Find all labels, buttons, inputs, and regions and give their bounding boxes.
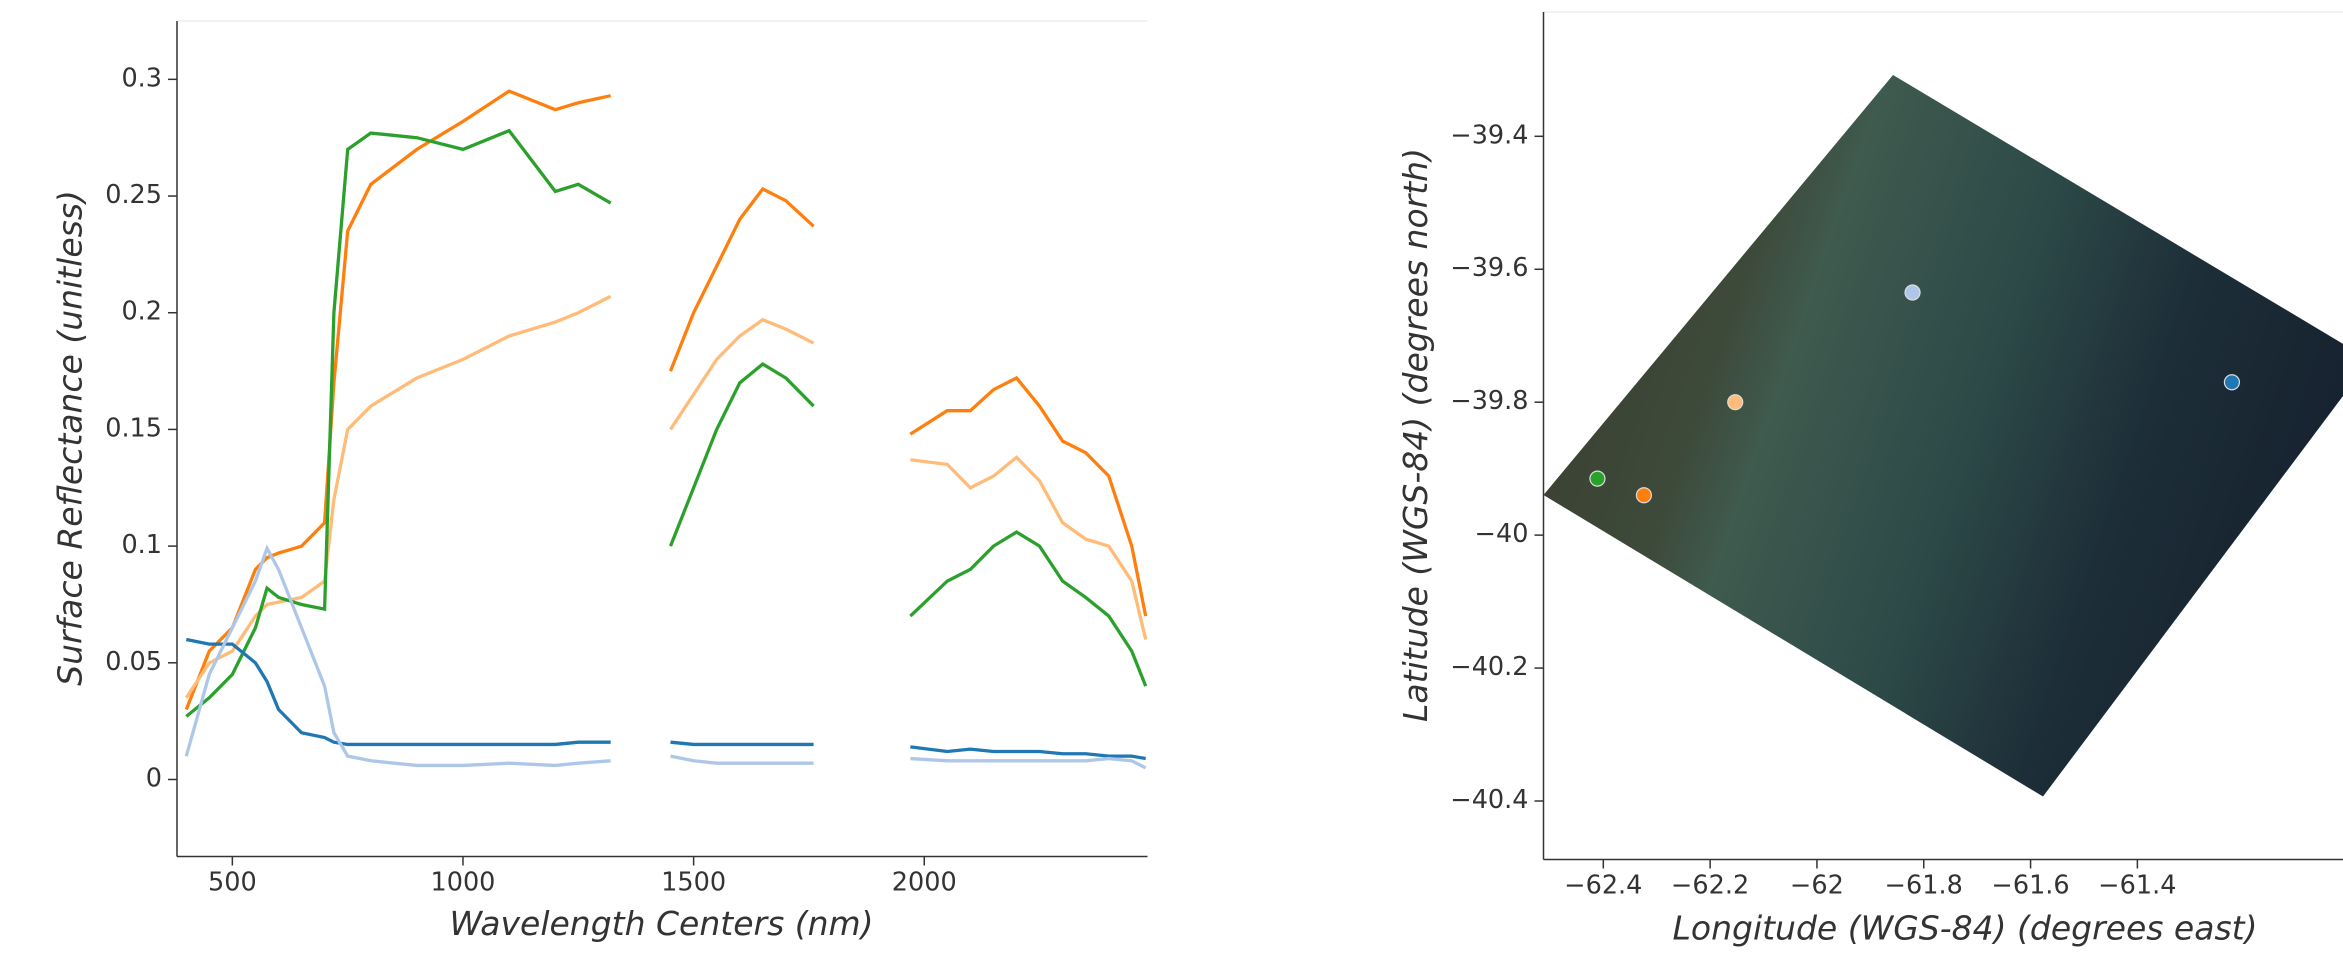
y-tick-label: −39.6 [1450, 253, 1528, 283]
y-axis-label: Surface Reflectance (unitless) [50, 190, 89, 686]
y-tick-label: 0.1 [121, 530, 162, 560]
point [2223, 374, 2241, 391]
x-tick-label: 1500 [661, 868, 726, 898]
x-tick-label: −62 [1790, 871, 1844, 901]
x-tick-label: −62.2 [1671, 871, 1749, 901]
spectrum-line [184, 294, 1148, 699]
point [1589, 470, 1606, 487]
y-tick-label: 0.05 [105, 647, 162, 677]
x-axis-label: Longitude (WGS-84) (degrees east) [1673, 909, 2258, 948]
x-tick-label: −61.4 [2098, 871, 2176, 901]
y-tick-label: 0 [146, 763, 162, 793]
satellite-image [1543, 75, 2343, 797]
x-tick-label: −61.6 [1991, 871, 2069, 901]
spectrum-line [184, 89, 1148, 711]
y-tick-label: −39.8 [1450, 386, 1528, 416]
x-tick-label: 500 [208, 868, 257, 898]
y-tick-label: 0.2 [121, 297, 162, 327]
x-tick-label: −61.8 [1885, 871, 1963, 901]
spectrum-line [184, 544, 1147, 770]
y-tick-label: −39.4 [1450, 120, 1528, 150]
y-tick-label: −40.2 [1450, 652, 1528, 682]
point [1727, 394, 1744, 411]
y-tick-label: 0.25 [105, 180, 162, 210]
y-tick-label: −40 [1475, 519, 1529, 549]
y-tick-label: 0.15 [105, 413, 162, 443]
spectrum-line [185, 637, 1146, 761]
spectrum-line [185, 128, 1148, 718]
x-axis-label: Wavelength Centers (nm) [449, 904, 873, 943]
x-tick-label: 1000 [431, 868, 496, 898]
x-tick-label: 2000 [892, 868, 957, 898]
y-tick-label: 0.3 [121, 63, 162, 93]
y-axis-label: Latitude (WGS-84) (degrees north) [1396, 148, 1435, 722]
y-tick-label: −40.4 [1450, 785, 1528, 815]
point [1635, 487, 1653, 504]
x-tick-label: −62.4 [1564, 871, 1642, 901]
point [1904, 284, 1921, 301]
